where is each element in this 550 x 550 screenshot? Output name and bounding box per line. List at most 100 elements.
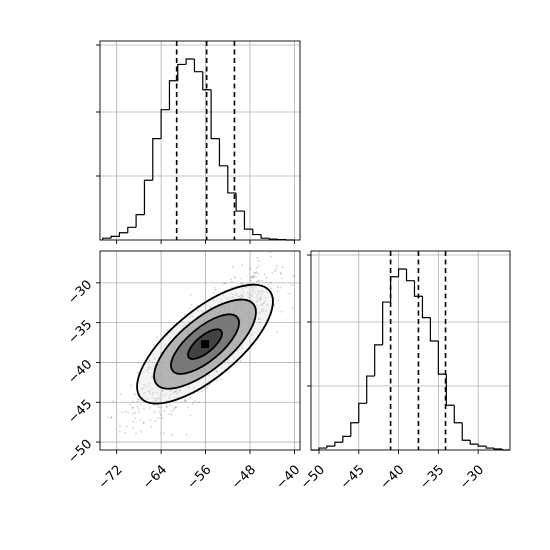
density2d-sample-point xyxy=(280,310,283,313)
density2d-sample-point xyxy=(169,337,171,340)
density2d-sample-point xyxy=(279,272,282,274)
density2d-sample-point xyxy=(132,412,135,414)
density2d-sample-point xyxy=(233,275,235,278)
hist-2-bin-21 xyxy=(477,444,487,447)
density2d-sample-point xyxy=(256,300,259,302)
density2d-sample-point xyxy=(131,400,134,403)
density2d-sample-point xyxy=(170,392,173,395)
density2d-sample-point xyxy=(146,369,148,372)
density2d-sample-point xyxy=(125,425,128,428)
density2d-sample-point xyxy=(291,307,294,310)
density2d-sample-point xyxy=(180,327,182,329)
density2d-sample-point xyxy=(119,393,122,395)
density2d-sample-point xyxy=(231,354,234,357)
density2d-ticks xyxy=(96,282,295,454)
density2d-sample-point xyxy=(237,295,240,297)
density2d-contour-1 xyxy=(170,313,240,375)
density2d-sample-point xyxy=(141,396,144,399)
density2d-sample-point xyxy=(140,431,142,433)
density2d-sample-point xyxy=(148,392,151,394)
density2d-sample-point xyxy=(168,413,171,416)
density2d-sample-point xyxy=(143,371,145,374)
density2d-sample-point xyxy=(175,393,178,395)
density2d-sample-point xyxy=(251,276,254,278)
density2d-sample-point xyxy=(150,426,153,429)
density2d-sample-point xyxy=(174,406,177,409)
density2d-sample-point xyxy=(181,321,184,323)
density2d-sample-point xyxy=(183,313,186,316)
hist-1-bin-0 xyxy=(102,237,112,240)
hist-1-bin-8 xyxy=(168,80,178,110)
density2d-sample-point xyxy=(129,403,132,406)
hist-1-bin-4 xyxy=(135,214,145,228)
density2d-sample-point xyxy=(266,303,268,306)
density2d-sample-point xyxy=(244,286,247,289)
density2d-sample-point xyxy=(281,277,283,280)
density2d-sample-point xyxy=(159,413,162,416)
hist-2-bin-3 xyxy=(334,441,343,447)
density2d-contour-3 xyxy=(136,283,274,405)
density2d-sample-point xyxy=(148,359,151,362)
density2d-sample-point xyxy=(249,279,252,282)
hist-1-bin-9 xyxy=(177,63,187,81)
density2d-sample-point xyxy=(197,380,200,383)
density2d-sample-point xyxy=(236,350,238,353)
density2d-sample-point xyxy=(156,391,159,394)
density2d-sample-point xyxy=(173,391,176,393)
density2d-sample-point xyxy=(269,251,272,254)
density2d-sample-point xyxy=(215,369,218,372)
hist-1-bin-18 xyxy=(252,229,262,236)
hist-1-bin-1 xyxy=(110,235,120,239)
hist-2-xtick-label-2: −40 xyxy=(378,462,408,492)
hist-param-1-grid xyxy=(100,41,300,240)
hist-1-bin-7 xyxy=(160,109,170,139)
density2d-sample-point xyxy=(241,296,244,299)
density2d-sample-point xyxy=(231,265,234,268)
density2d-sample-point xyxy=(157,397,160,400)
density2d-sample-point xyxy=(265,281,267,284)
density2d-sample-point xyxy=(257,279,260,282)
density2d-sample-point xyxy=(221,367,223,369)
density2d-ytick-label-4: −50 xyxy=(65,437,95,467)
density2d-sample-point xyxy=(142,422,145,424)
density2d-sample-point xyxy=(255,295,258,297)
density2d-sample-point xyxy=(251,334,254,337)
density2d-sample-point xyxy=(257,311,260,314)
density2d-sample-point xyxy=(241,283,244,285)
density2d-sample-point xyxy=(252,287,255,289)
density2d-sample-point xyxy=(281,266,284,269)
density2d-sample-point xyxy=(227,298,229,300)
density2d-sample-point xyxy=(260,304,263,307)
density2d-sample-point xyxy=(159,393,162,396)
hist-2-bin-10 xyxy=(390,276,399,303)
density2d-sample-point xyxy=(293,274,296,276)
density2d-sample-point xyxy=(132,406,134,409)
density2d-contour-2 xyxy=(153,298,257,390)
density2d-sample-point xyxy=(148,384,150,387)
density2d-sample-point xyxy=(220,378,223,381)
density2d-sample-point xyxy=(151,387,154,390)
density2d-panel: −72 −64 −56 −48 −40 −30 −35 −40 −45 −50 xyxy=(65,250,303,492)
density2d-sample-point xyxy=(251,299,254,302)
density2d-sample-point xyxy=(174,407,177,409)
density2d-sample-point xyxy=(185,400,187,403)
hist-1-bin-13 xyxy=(210,89,220,140)
density2d-sample-point xyxy=(257,260,260,262)
density2d-sample-point xyxy=(169,404,172,406)
density2d-sample-point xyxy=(259,298,261,301)
hist-2-bin-23 xyxy=(493,448,503,450)
density2d-sample-point xyxy=(183,324,186,327)
density2d-sample-point xyxy=(191,402,194,405)
density2d-sample-point xyxy=(171,410,173,412)
density2d-sample-point xyxy=(255,276,257,278)
density2d-sample-point xyxy=(124,431,126,434)
hist-param-1-frame xyxy=(99,40,301,241)
density2d-sample-point xyxy=(241,347,244,350)
density2d-sample-point xyxy=(136,405,139,408)
density2d-sample-point xyxy=(136,401,139,403)
density2d-sample-point xyxy=(184,399,187,402)
density2d-sample-point xyxy=(259,312,261,315)
density2d-sample-point xyxy=(165,406,168,408)
density2d-sample-point xyxy=(262,302,264,305)
density2d-sample-point xyxy=(156,404,159,407)
